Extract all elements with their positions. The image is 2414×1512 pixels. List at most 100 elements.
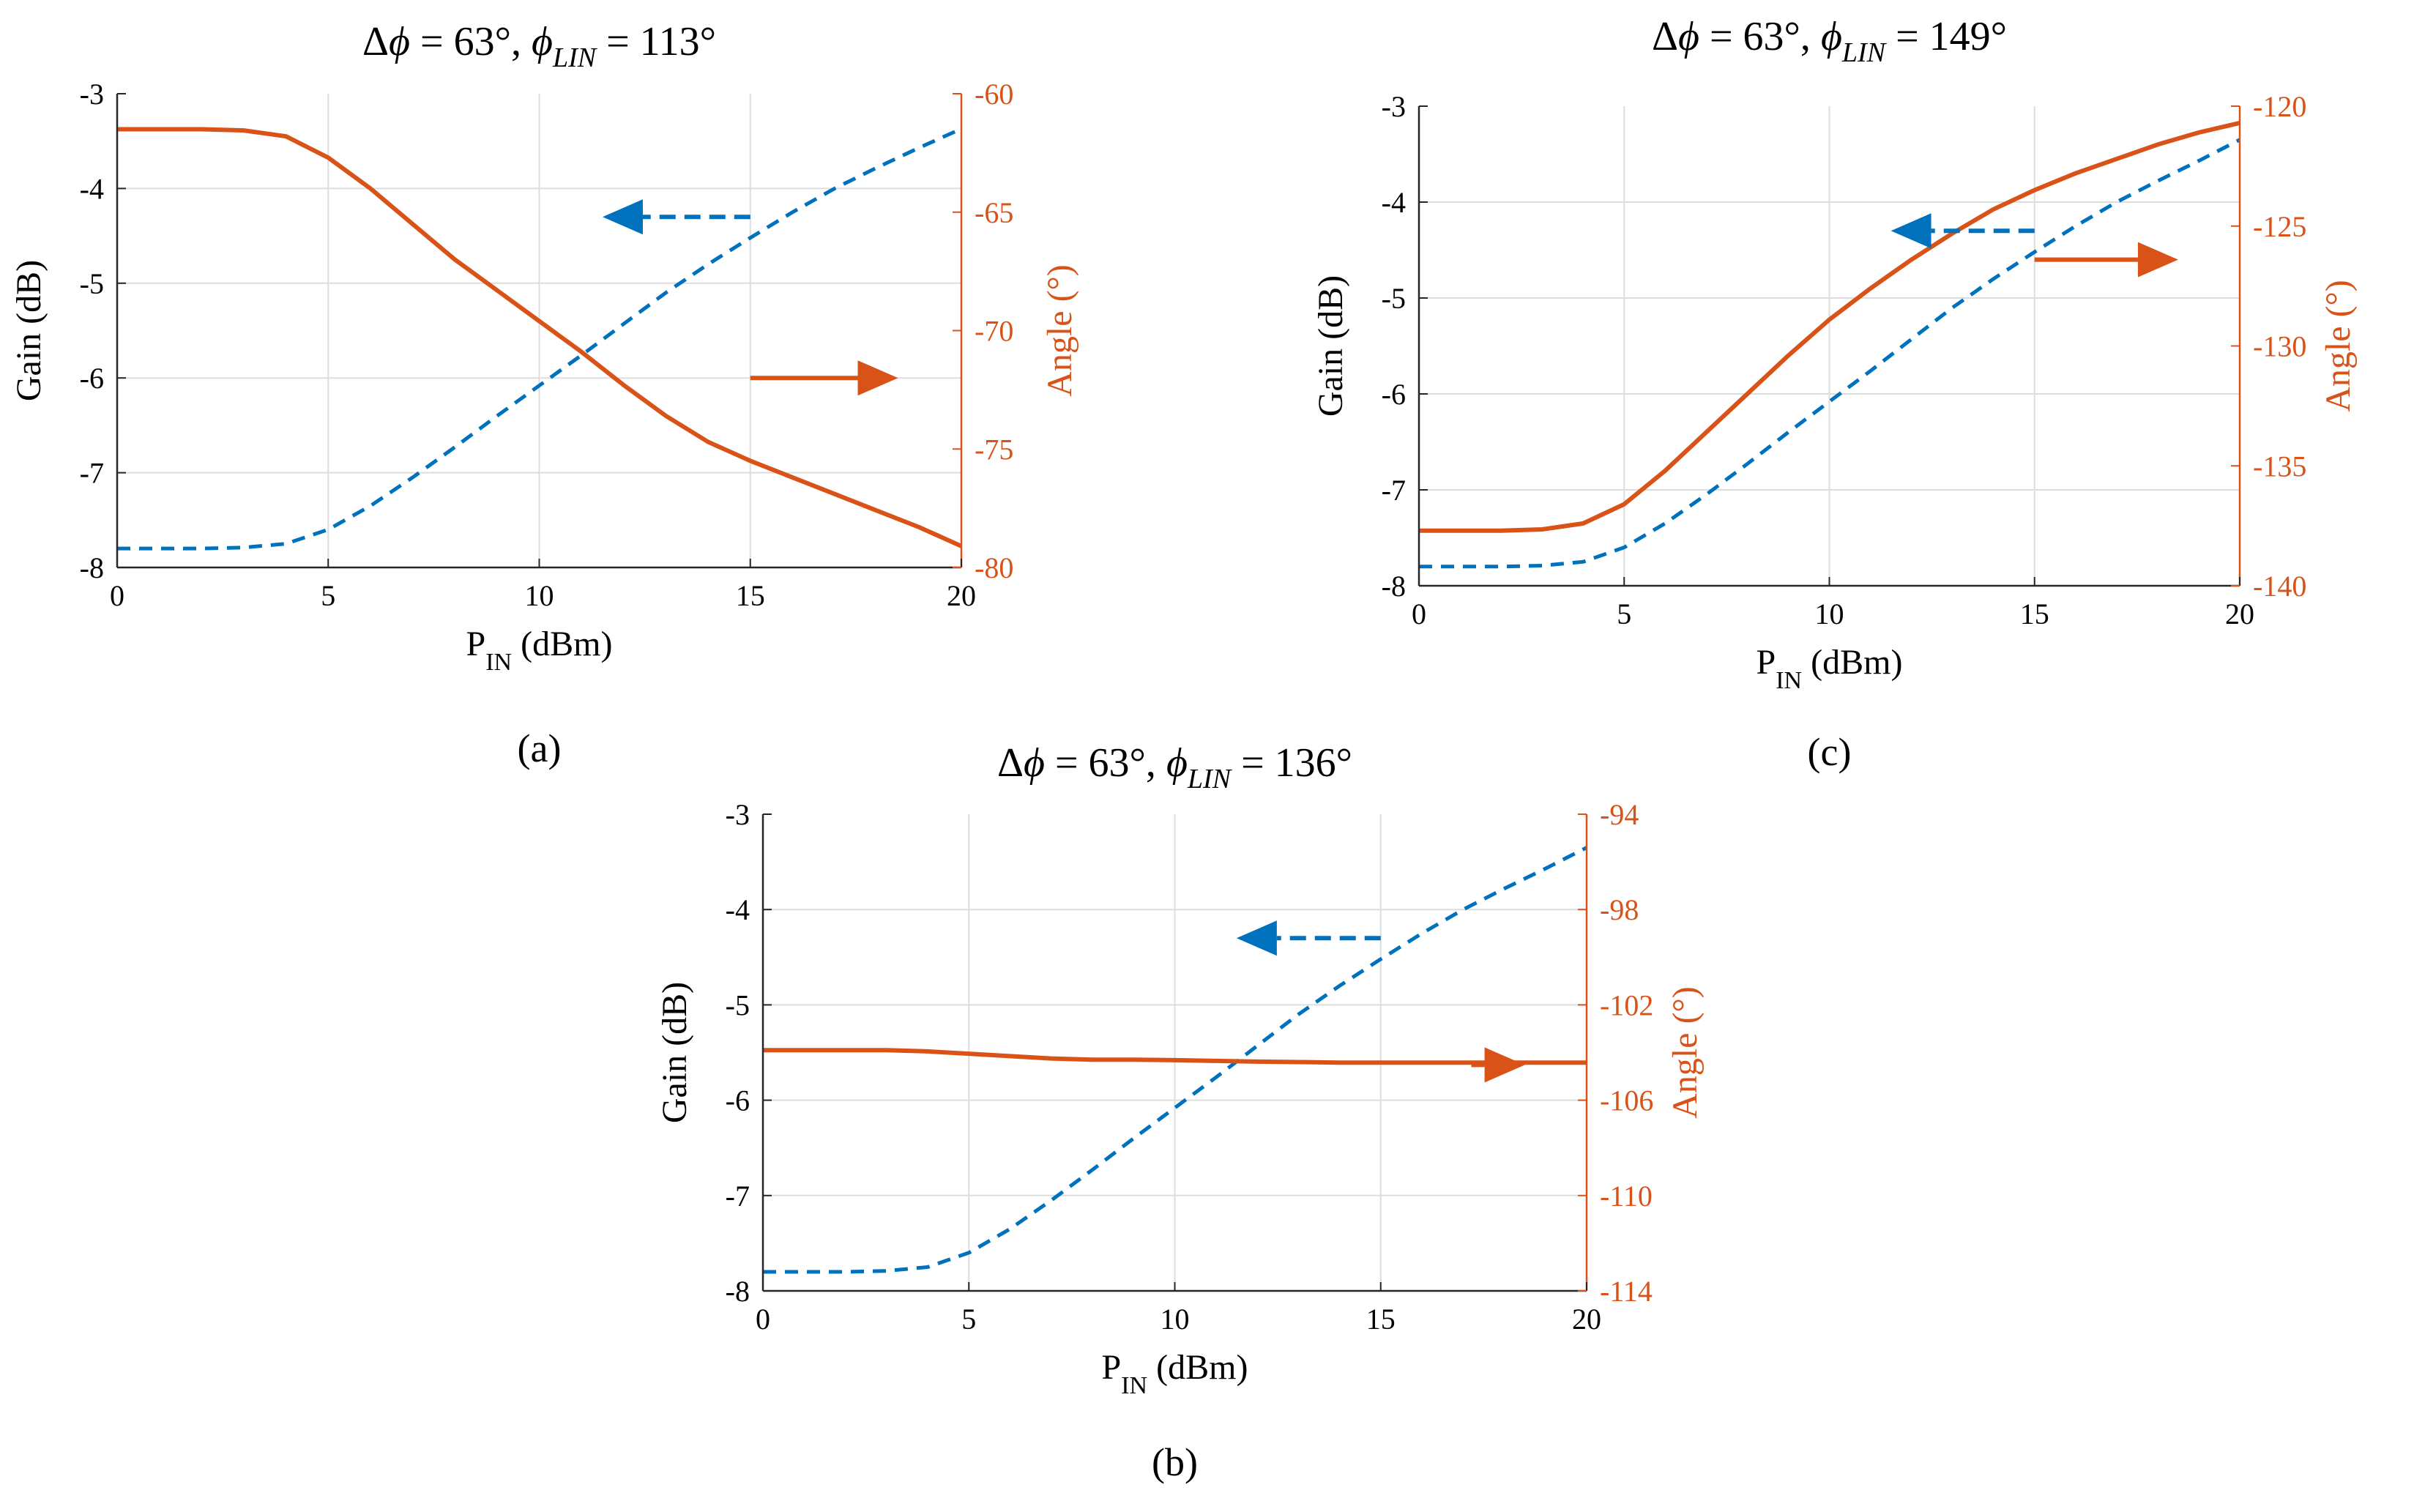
title-post: = 136° (1231, 740, 1352, 786)
x-tick-label: 20 (947, 579, 976, 612)
y-right-tick-label: -70 (975, 315, 1013, 348)
y-right-tick-label: -120 (2253, 90, 2306, 123)
title-mid: = 63°, (410, 19, 532, 64)
gain-arrow-head (1890, 213, 1931, 249)
title-delta: Δ (362, 19, 389, 64)
x-axis-label-main: P (466, 625, 486, 663)
y-left-tick-label: -5 (80, 267, 104, 300)
x-tick-label: 20 (1572, 1303, 1601, 1336)
title-phi: ϕ (389, 19, 410, 64)
x-tick-label: 5 (321, 579, 335, 612)
y-right-tick-label: -65 (975, 196, 1013, 229)
title-mid: = 63°, (1045, 740, 1166, 786)
x-tick-label: 0 (1412, 597, 1426, 630)
angle-series-line (117, 127, 963, 548)
chart-title: Δϕ = 63°, ϕLIN = 113° (362, 19, 716, 73)
gain-series-line (1419, 138, 2241, 569)
y-left-tick-label: -4 (80, 172, 104, 205)
y-right-tick-label: -75 (975, 433, 1013, 466)
title-mid: = 63°, (1699, 14, 1821, 59)
chart-a: 0 5 10 15 20 -8 -7 -6 -5 -4 -3 -80 -75 -70 -65 -60 Gain … (10, 19, 1079, 770)
x-axis-label-sub: IN (1776, 667, 1802, 694)
x-axis-label: PIN (dBm) (1757, 643, 1903, 694)
y-left-tick-label: -3 (1382, 90, 1406, 123)
y-right-tick-label: -125 (2253, 210, 2306, 243)
gain-series-line (763, 846, 1588, 1274)
y-left-tick-label: -4 (726, 893, 750, 926)
y-left-tick-label: -5 (726, 988, 750, 1021)
gain-series-line (117, 127, 963, 551)
x-tick-label: 5 (1617, 597, 1631, 630)
x-axis-label-main: P (1757, 643, 1776, 682)
y-right-tick-label: -106 (1600, 1084, 1653, 1117)
y-right-tick-label: -60 (975, 78, 1013, 111)
x-axis-label-unit: (dBm) (512, 625, 612, 663)
x-axis-label-unit: (dBm) (1802, 643, 1902, 682)
y-left-tick-label: -8 (1382, 570, 1406, 603)
chart-title: Δϕ = 63°, ϕLIN = 136° (997, 740, 1352, 794)
title-delta: Δ (1652, 14, 1678, 59)
title-phi: ϕ (1024, 740, 1045, 786)
y-right-tick-label: -94 (1600, 798, 1639, 831)
y-left-tick-label: -6 (726, 1084, 750, 1117)
y-right-tick-label: -114 (1600, 1275, 1653, 1308)
angle-arrow-head (1484, 1047, 1525, 1083)
y-right-tick-label: -130 (2253, 330, 2306, 363)
chart-c: 0 5 10 15 20 -8 -7 -6 -5 -4 -3 -140 -135 -130 -125 -120… (1311, 14, 2358, 774)
x-tick-label: 10 (1161, 1303, 1190, 1336)
gain-arrow-head (602, 199, 643, 235)
x-tick-label: 0 (756, 1303, 770, 1336)
x-axis-label-sub: IN (485, 649, 512, 676)
title-post: = 113° (596, 19, 716, 64)
angle-arrow-head (2137, 242, 2178, 278)
panel-label: (b) (1152, 1440, 1198, 1484)
chart-b: 0 5 10 15 20 -8 -7 -6 -5 -4 -3 -114 -110 -106 -102 -98 -… (655, 740, 1705, 1484)
title-sub: LIN (1841, 37, 1888, 68)
x-tick-label: 5 (961, 1303, 976, 1336)
x-axis-label-sub: IN (1121, 1372, 1147, 1399)
y-right-tick-label: -98 (1600, 893, 1639, 926)
y-left-axis-label: Gain (dB) (655, 982, 694, 1123)
y-right-tick-label: -135 (2253, 450, 2306, 483)
y-left-tick-label: -8 (726, 1275, 750, 1308)
angle-series-line (1419, 120, 2240, 533)
x-axis-label: PIN (dBm) (466, 625, 613, 676)
title-phi2: ϕ (1166, 740, 1188, 786)
y-right-tick-label: -80 (975, 551, 1013, 584)
title-phi: ϕ (1678, 14, 1699, 59)
title-delta: Δ (997, 740, 1024, 786)
title-phi2: ϕ (1821, 14, 1842, 59)
x-tick-label: 20 (2225, 597, 2254, 630)
y-right-tick-label: -140 (2253, 570, 2306, 603)
y-left-tick-label: -7 (80, 457, 104, 490)
panel-label: (c) (1808, 730, 1852, 774)
x-axis-label: PIN (dBm) (1102, 1348, 1248, 1399)
chart-title: Δϕ = 63°, ϕLIN = 149° (1652, 14, 2007, 68)
gain-arrow-head (1236, 920, 1277, 956)
title-sub: LIN (552, 42, 598, 73)
y-left-tick-label: -7 (726, 1180, 750, 1213)
y-left-tick-label: -3 (726, 798, 750, 831)
x-tick-label: 15 (2020, 597, 2049, 630)
y-left-axis-label: Gain (dB) (1311, 275, 1350, 417)
y-left-tick-label: -8 (80, 551, 104, 584)
y-left-tick-label: -6 (80, 362, 104, 395)
panel-label: (a) (518, 726, 562, 770)
x-tick-label: 15 (736, 579, 765, 612)
y-right-tick-label: -102 (1600, 988, 1653, 1021)
y-right-axis-label: Angle (°) (1040, 264, 1079, 396)
x-axis-label-main: P (1102, 1348, 1122, 1387)
angle-series-line (763, 1048, 1587, 1065)
x-tick-label: 0 (110, 579, 124, 612)
title-phi2: ϕ (532, 19, 553, 64)
x-tick-label: 10 (525, 579, 554, 612)
y-left-tick-label: -6 (1382, 378, 1406, 411)
y-left-tick-label: -7 (1382, 474, 1406, 507)
y-left-tick-label: -5 (1382, 282, 1406, 315)
y-right-axis-label: Angle (°) (1666, 986, 1705, 1118)
x-axis-label-unit: (dBm) (1147, 1348, 1248, 1387)
y-left-axis-label: Gain (dB) (10, 260, 48, 401)
angle-arrow-head (857, 360, 898, 396)
y-right-tick-label: -110 (1600, 1180, 1653, 1213)
